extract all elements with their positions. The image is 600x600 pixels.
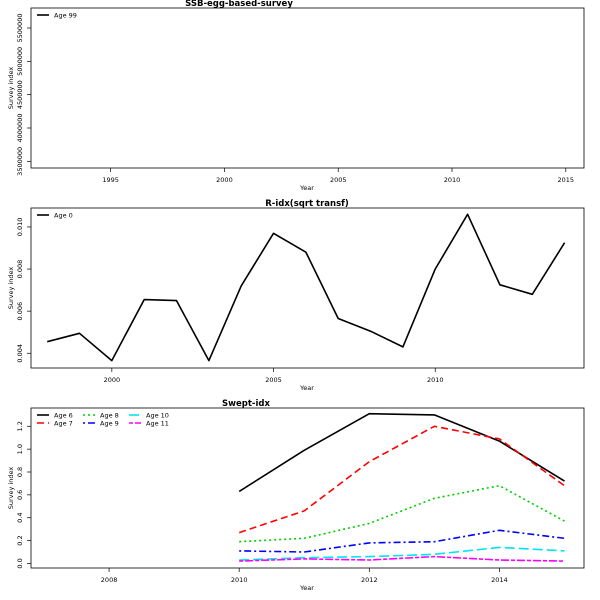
y-axis-label: Survey index bbox=[7, 67, 15, 110]
series-line-age-10 bbox=[239, 546, 565, 561]
y-tick-label: 0.006 bbox=[16, 302, 24, 321]
x-tick-label: 2000 bbox=[104, 376, 121, 384]
y-tick-label: 0.2 bbox=[16, 535, 24, 545]
y-tick-label: 5500000 bbox=[16, 14, 24, 43]
x-tick-label: 2005 bbox=[330, 176, 347, 184]
x-tick-label: 1995 bbox=[102, 176, 119, 184]
y-tick-label: 0.008 bbox=[16, 260, 24, 279]
x-tick-label: 2015 bbox=[558, 176, 575, 184]
x-axis-label: Year bbox=[299, 584, 314, 592]
y-axis-label: Survey index bbox=[7, 267, 15, 310]
y-tick-label: 0.0 bbox=[16, 558, 24, 568]
y-axis-label: Survey index bbox=[7, 467, 15, 510]
y-tick-label: 0.010 bbox=[16, 218, 24, 237]
y-tick-label: 0.6 bbox=[16, 490, 24, 500]
y-tick-label: 0.4 bbox=[16, 513, 24, 523]
legend-label: Age 7 bbox=[54, 419, 73, 427]
y-tick-label: 3500000 bbox=[16, 147, 24, 176]
x-tick-label: 2010 bbox=[427, 376, 444, 384]
y-tick-label: 5000000 bbox=[16, 47, 24, 76]
x-axis-label: Year bbox=[299, 384, 314, 392]
legend-label: Age 0 bbox=[54, 211, 73, 219]
series-line-age-11 bbox=[239, 555, 565, 562]
x-tick-label: 2012 bbox=[361, 576, 378, 584]
legend-label: Age 6 bbox=[54, 411, 73, 419]
x-tick-label: 2010 bbox=[231, 576, 248, 584]
y-tick-label: 0.004 bbox=[16, 344, 24, 363]
series-line-age-9 bbox=[239, 529, 565, 553]
panel-title: R-idx(sqrt transf) bbox=[265, 199, 349, 209]
panel-title: Swept-idx bbox=[222, 399, 270, 409]
legend-label: Age 10 bbox=[146, 411, 169, 419]
chart-panel-2: R-idx(sqrt transf) 2000 2005 2010 0.004 0.006… bbox=[7, 199, 585, 392]
x-axis-label: Year bbox=[299, 184, 314, 192]
y-tick-label: 0.8 bbox=[16, 467, 24, 477]
x-tick-label: 2014 bbox=[491, 576, 508, 584]
plot-frame bbox=[30, 207, 585, 369]
chart-panel-1: SSB-egg-based-survey 1995 2000 2005 2010 2015… bbox=[7, 0, 585, 192]
series-line-age-8 bbox=[239, 484, 565, 543]
plot-frame bbox=[30, 7, 585, 169]
y-tick-label: 1.0 bbox=[16, 444, 24, 454]
legend-label: Age 99 bbox=[54, 11, 77, 19]
plot-frame bbox=[30, 407, 585, 569]
legend-label: Age 11 bbox=[146, 419, 169, 427]
x-tick-label: 2008 bbox=[101, 576, 118, 584]
y-tick-label: 4500000 bbox=[16, 80, 24, 109]
legend-label: Age 8 bbox=[100, 411, 119, 419]
y-tick-label: 1.2 bbox=[16, 421, 24, 431]
series-line-age-0 bbox=[46, 213, 566, 362]
x-tick-label: 2005 bbox=[265, 376, 282, 384]
x-tick-label: 2000 bbox=[216, 176, 233, 184]
y-tick-label: 4000000 bbox=[16, 114, 24, 143]
panel-title: SSB-egg-based-survey bbox=[185, 0, 293, 9]
chart-panel-3: Swept-idx 2008 2010 2012 2014 0.0 0.2 0.4 0.6 0.8… bbox=[7, 399, 585, 592]
series-line-age-7 bbox=[238, 425, 565, 534]
x-tick-label: 2010 bbox=[444, 176, 461, 184]
series-line-age-6 bbox=[238, 412, 565, 493]
legend-label: Age 9 bbox=[100, 419, 119, 427]
